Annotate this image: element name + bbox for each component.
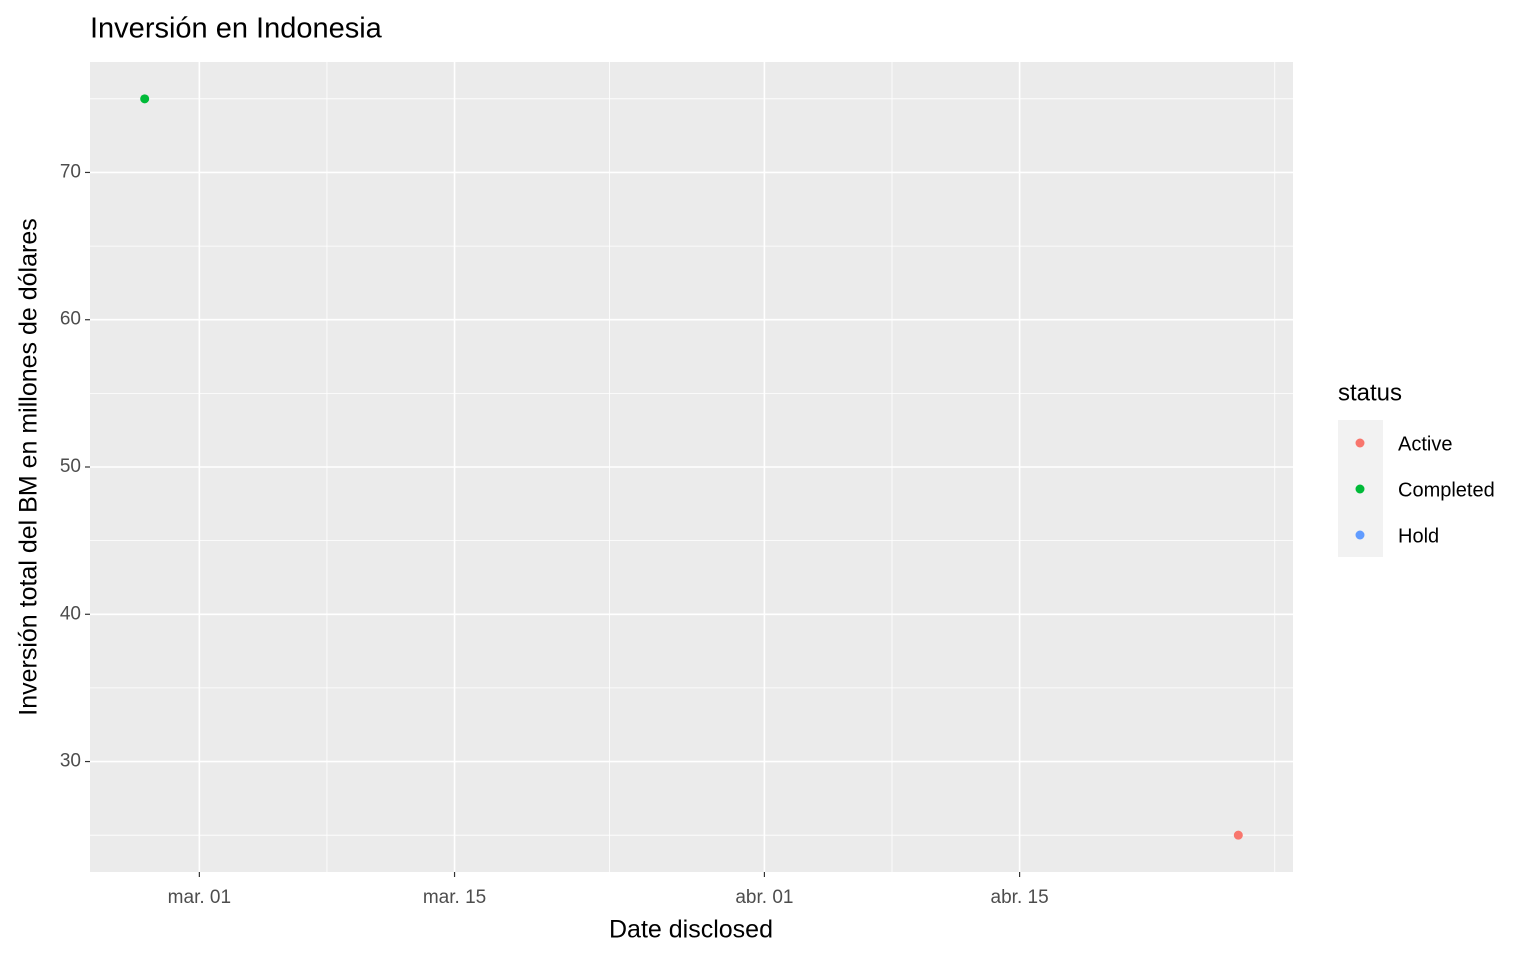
y-axis-title: Inversión total del BM en millones de dó…	[15, 218, 43, 716]
x-tick-label: abr. 01	[735, 887, 793, 908]
y-tick-label: 60	[60, 309, 81, 330]
y-tick-label: 40	[60, 603, 81, 624]
point	[1233, 830, 1243, 840]
y-tick-label: 50	[60, 456, 81, 477]
y-tick-label: 70	[60, 161, 81, 182]
x-tick-label: mar. 01	[168, 887, 231, 908]
legend-label: Active	[1398, 433, 1452, 455]
legend-label: Completed	[1398, 479, 1495, 501]
legend-title: status	[1338, 379, 1402, 406]
x-tick-label: abr. 15	[991, 887, 1049, 908]
x-axis-title: Date disclosed	[609, 916, 773, 944]
legend-key	[1355, 530, 1365, 540]
point	[140, 94, 150, 104]
x-tick-label: mar. 15	[423, 887, 486, 908]
legend-key	[1355, 484, 1365, 494]
chart-title: Inversión en Indonesia	[90, 13, 383, 45]
legend-key	[1355, 438, 1365, 448]
y-tick-label: 30	[60, 751, 81, 772]
grid	[90, 62, 1293, 872]
legend-label: Hold	[1398, 525, 1439, 547]
